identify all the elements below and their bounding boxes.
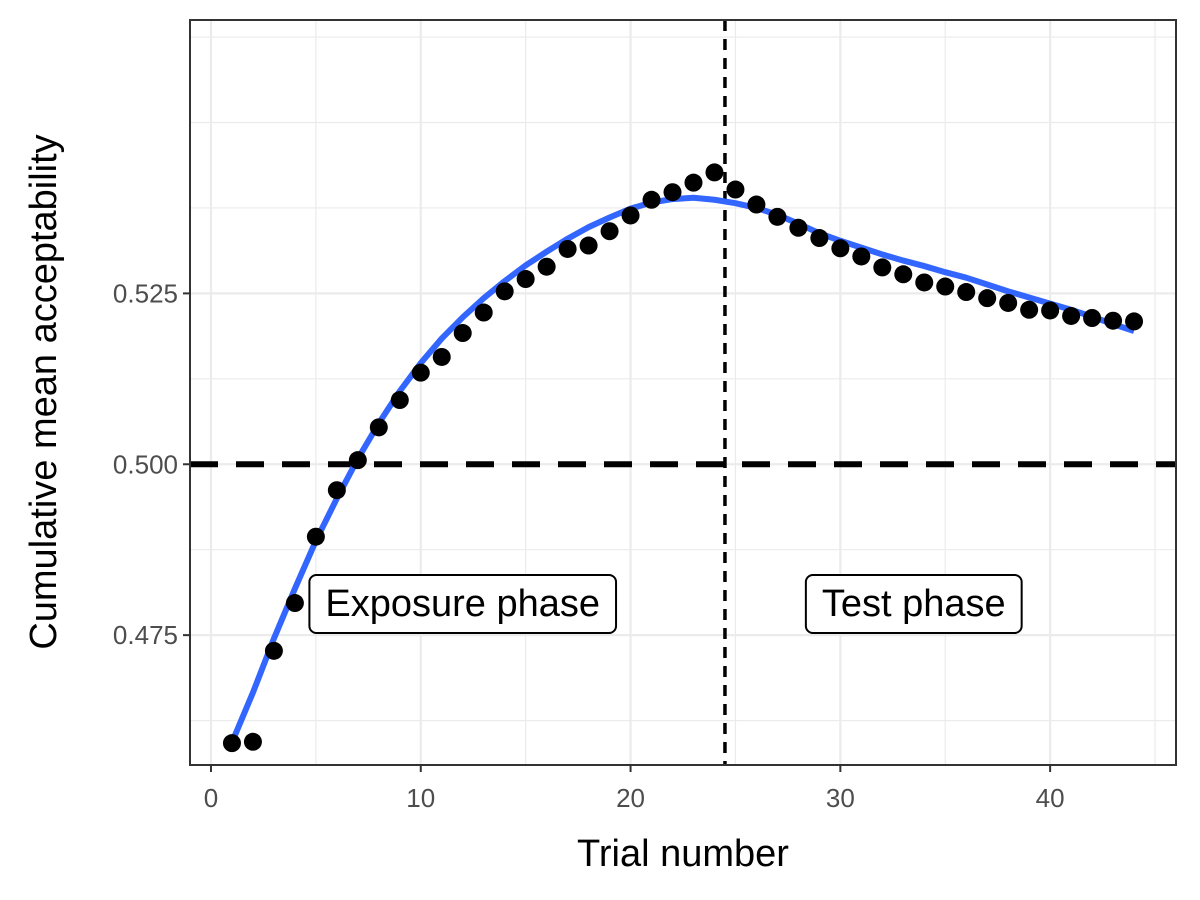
data-point bbox=[810, 229, 829, 248]
y-tick-label: 0.500 bbox=[113, 449, 178, 479]
annotations: Exposure phase Test phase bbox=[308, 574, 1023, 635]
data-point bbox=[1125, 312, 1144, 331]
y-axis-title: Cumulative mean acceptability bbox=[23, 134, 65, 649]
data-point bbox=[957, 283, 976, 302]
data-point bbox=[789, 218, 808, 237]
data-point bbox=[1041, 301, 1060, 320]
data-point bbox=[768, 207, 787, 226]
data-point bbox=[747, 195, 766, 214]
y-axis: 0.475 0.500 0.525 bbox=[113, 278, 190, 650]
data-point bbox=[978, 289, 997, 308]
data-point bbox=[915, 273, 934, 292]
data-point bbox=[495, 282, 514, 301]
data-point bbox=[222, 734, 241, 753]
data-point bbox=[348, 451, 367, 470]
data-point bbox=[264, 641, 283, 660]
data-point bbox=[453, 324, 472, 343]
data-point bbox=[558, 239, 577, 258]
x-axis: 0 10 20 30 40 bbox=[204, 765, 1065, 813]
phase-annotation: Test phase bbox=[804, 574, 1023, 635]
data-point bbox=[474, 303, 493, 322]
data-point bbox=[621, 206, 640, 225]
data-point bbox=[411, 363, 430, 382]
data-point bbox=[432, 347, 451, 366]
smooth-series bbox=[229, 194, 1135, 744]
data-point bbox=[831, 239, 850, 258]
data-point bbox=[852, 247, 871, 266]
data-point bbox=[705, 163, 724, 182]
data-point bbox=[306, 527, 325, 546]
x-tick-label: 0 bbox=[204, 783, 218, 813]
phase-annotation: Exposure phase bbox=[308, 574, 618, 635]
data-point bbox=[600, 222, 619, 241]
data-point bbox=[726, 180, 745, 199]
data-point bbox=[579, 236, 598, 255]
smooth-line bbox=[229, 194, 1135, 744]
data-point bbox=[1062, 306, 1081, 325]
x-tick-label: 30 bbox=[826, 783, 855, 813]
y-tick-label: 0.475 bbox=[113, 620, 178, 650]
data-point bbox=[390, 391, 409, 410]
phase-label: Exposure phase bbox=[325, 583, 600, 625]
data-point bbox=[1104, 311, 1123, 330]
points-series bbox=[222, 163, 1144, 753]
x-tick-label: 10 bbox=[406, 783, 435, 813]
data-point bbox=[663, 183, 682, 202]
data-point bbox=[873, 258, 892, 277]
data-point bbox=[684, 173, 703, 192]
data-point bbox=[369, 418, 388, 437]
phase-label: Test phase bbox=[822, 583, 1006, 625]
grid-minor bbox=[190, 20, 1176, 765]
data-point bbox=[516, 270, 535, 289]
panel-border bbox=[189, 19, 1177, 766]
data-point bbox=[1083, 309, 1102, 327]
x-tick-label: 40 bbox=[1036, 783, 1065, 813]
data-point bbox=[936, 277, 955, 296]
data-point bbox=[999, 293, 1018, 312]
phase-label-box bbox=[308, 574, 618, 635]
phase-label-box bbox=[804, 574, 1023, 635]
data-point bbox=[285, 594, 304, 613]
data-point bbox=[894, 265, 913, 284]
x-tick-label: 20 bbox=[616, 783, 645, 813]
data-point bbox=[243, 732, 262, 751]
data-point bbox=[327, 481, 346, 500]
data-point bbox=[642, 190, 661, 209]
data-point bbox=[537, 257, 556, 276]
x-axis-title: Trial number bbox=[577, 833, 789, 875]
y-tick-label: 0.525 bbox=[113, 278, 178, 308]
data-point bbox=[1020, 300, 1039, 319]
